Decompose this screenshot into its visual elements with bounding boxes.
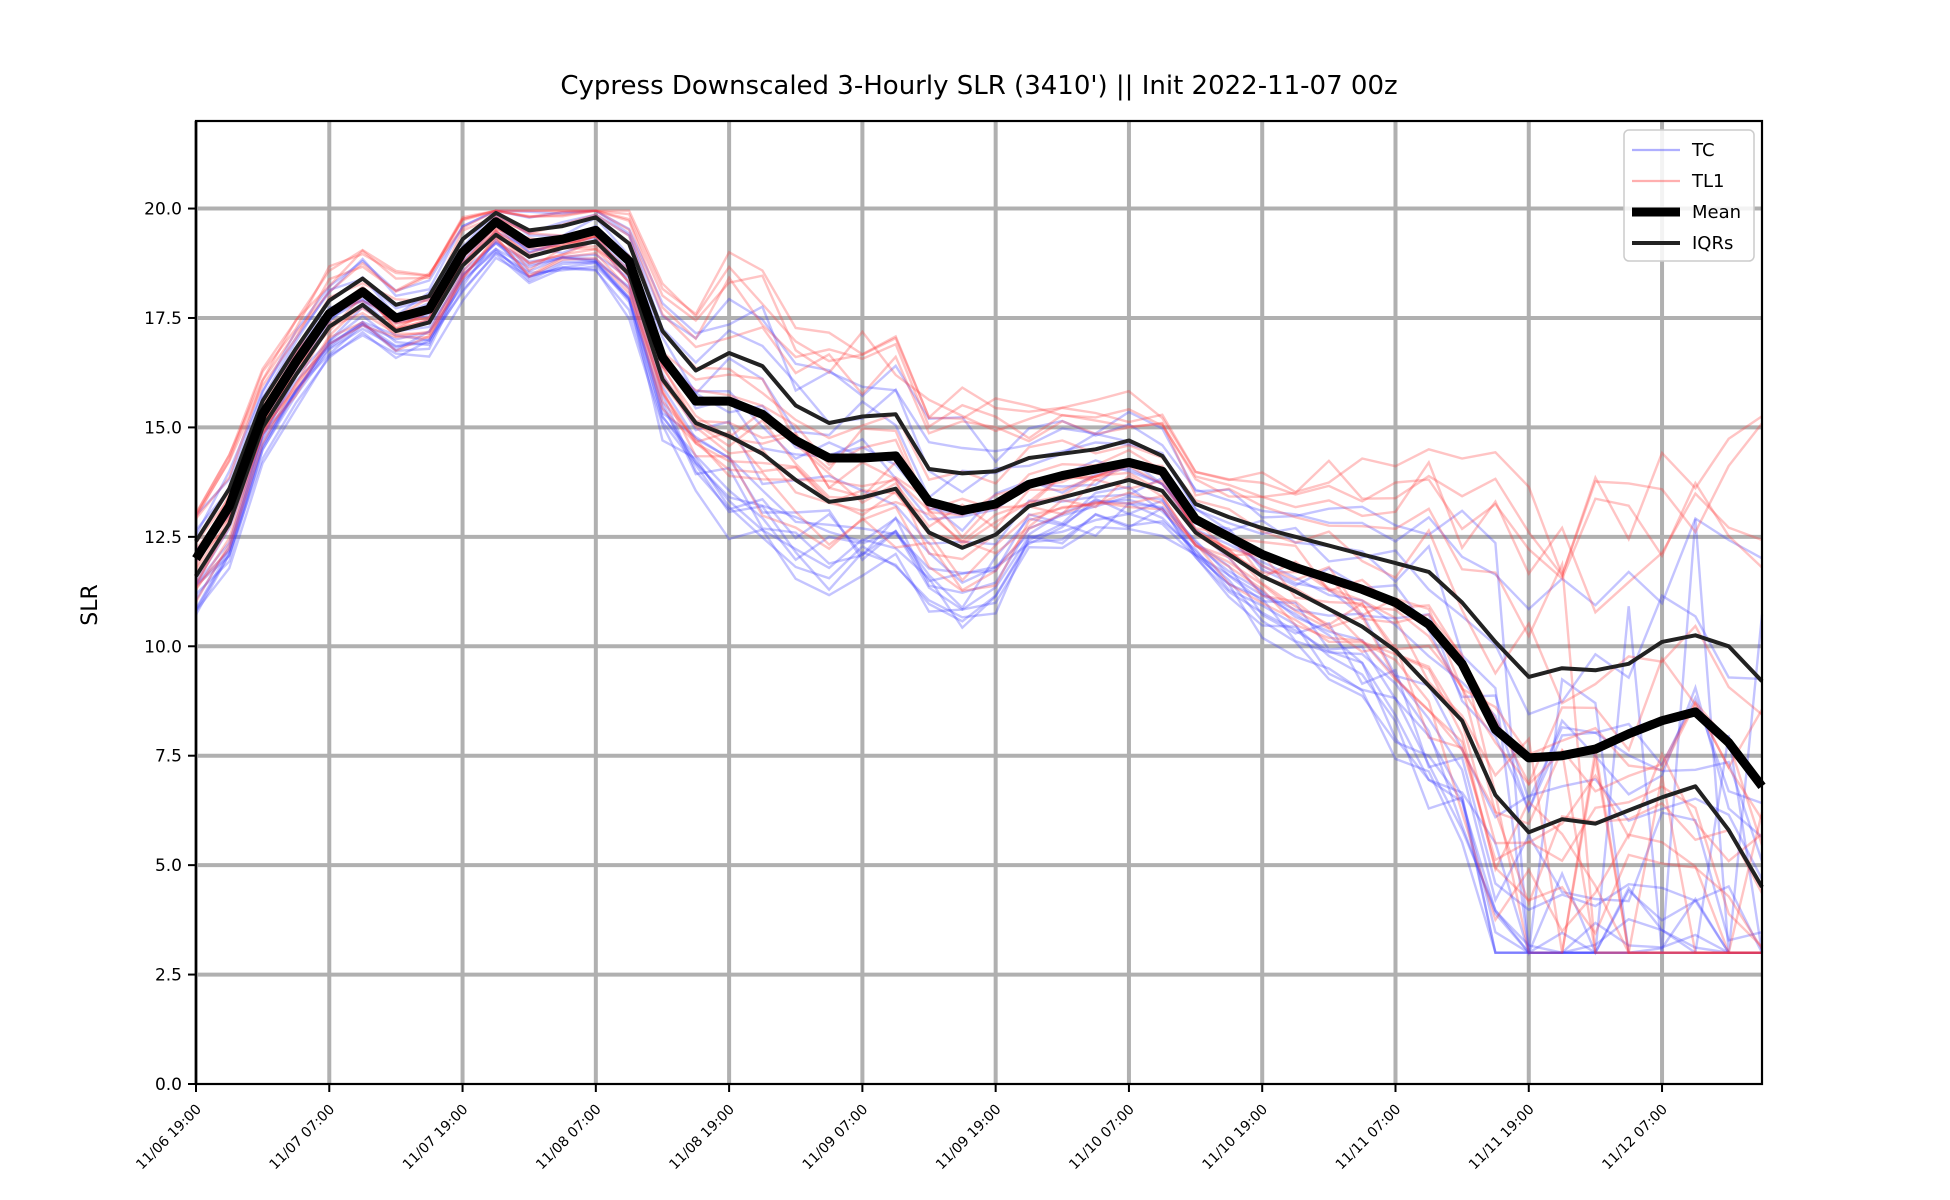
ensemble-members: [194, 209, 1764, 957]
iqr-upper-line: [194, 210, 1764, 683]
tl1-member-line: [195, 235, 1764, 950]
y-tick-label: 12.5: [144, 528, 182, 548]
y-tick-label: 10.0: [144, 637, 182, 657]
y-tick-label: 15.0: [144, 418, 182, 438]
tc-member-line: [195, 237, 1764, 955]
y-tick-label: 0.0: [155, 1075, 182, 1095]
legend-box: [1623, 129, 1755, 262]
tl1-member-line: [194, 209, 1763, 581]
y-tick-label: 20.0: [144, 200, 182, 220]
tl1-member-line: [194, 228, 1763, 948]
y-tick-label: 5.0: [155, 856, 182, 876]
tl1-member-line: [194, 209, 1763, 615]
tc-member-line: [194, 247, 1762, 954]
tc-member-line: [194, 249, 1762, 954]
chart-title: Cypress Downscaled 3-Hourly SLR (3410') …: [560, 71, 1397, 101]
tc-member-line: [195, 256, 1762, 954]
y-tick-label: 17.5: [144, 309, 182, 329]
y-axis-label: SLR: [78, 584, 103, 626]
y-tick-label: 7.5: [155, 747, 182, 767]
x-tick-label: 11/08 19:00: [666, 1102, 738, 1174]
iqr-lower-line: [194, 232, 1764, 889]
x-tick-label: 11/07 19:00: [400, 1102, 472, 1174]
y-axis: 0.0 2.5 5.0 7.5 10.0 12.5 15.0 17.5 20.0: [144, 200, 196, 1095]
legend-label-tl1: TL1: [1691, 171, 1724, 192]
grid-layer: [194, 121, 1762, 1084]
tl1-member-line: [194, 234, 1762, 954]
legend-label-iqrs: IQRs: [1692, 233, 1733, 254]
tc-member-line: [194, 252, 1762, 954]
tl1-member-line: [194, 209, 1763, 578]
x-tick-label: 11/10 07:00: [1066, 1102, 1138, 1174]
plot-frame: [194, 119, 1764, 1086]
tl1-member-line: [195, 209, 1762, 954]
x-tick-label: 11/10 19:00: [1200, 1102, 1272, 1174]
tc-member-line: [195, 241, 1762, 954]
legend-label-tc: TC: [1691, 140, 1715, 161]
x-tick-label: 11/07 07:00: [267, 1102, 339, 1174]
tc-member-line: [195, 209, 1763, 611]
summary-series: [192, 210, 1766, 889]
x-tick-label: 11/11 07:00: [1333, 1102, 1405, 1174]
legend: TC TL1 Mean IQRs: [1623, 129, 1755, 262]
y-tick-label: 2.5: [155, 966, 182, 986]
tc-member-line: [195, 247, 1762, 954]
x-tick-label: 11/09 19:00: [933, 1102, 1005, 1174]
legend-label-mean: Mean: [1692, 202, 1741, 223]
tl1-member-line: [194, 209, 1763, 579]
x-tick-label: 11/12 07:00: [1599, 1102, 1671, 1174]
tc-member-line: [194, 209, 1764, 954]
tc-member-line: [194, 241, 1762, 957]
tc-member-line: [195, 251, 1762, 954]
x-tick-label: 11/09 07:00: [800, 1102, 872, 1174]
tc-member-line: [194, 240, 1763, 942]
x-tick-label: 11/06 19:00: [133, 1102, 205, 1174]
tl1-member-line: [194, 238, 1764, 907]
x-tick-label: 11/11 19:00: [1466, 1102, 1538, 1174]
tl1-member-line: [195, 213, 1763, 716]
mean-line: [192, 217, 1766, 790]
tc-member-line: [194, 224, 1764, 862]
x-axis: 11/06 19:00 11/07 07:00 11/07 19:00 11/08 0…: [133, 1084, 1671, 1173]
x-tick-label: 11/08 07:00: [533, 1102, 605, 1174]
